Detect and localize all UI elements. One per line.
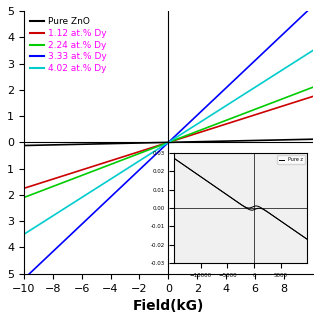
X-axis label: Field(kG): Field(kG) (133, 299, 204, 313)
Legend: Pure ZnO, 1.12 at.% Dy, 2.24 at.% Dy, 3.33 at.% Dy, 4.02 at.% Dy: Pure ZnO, 1.12 at.% Dy, 2.24 at.% Dy, 3.… (28, 15, 109, 75)
